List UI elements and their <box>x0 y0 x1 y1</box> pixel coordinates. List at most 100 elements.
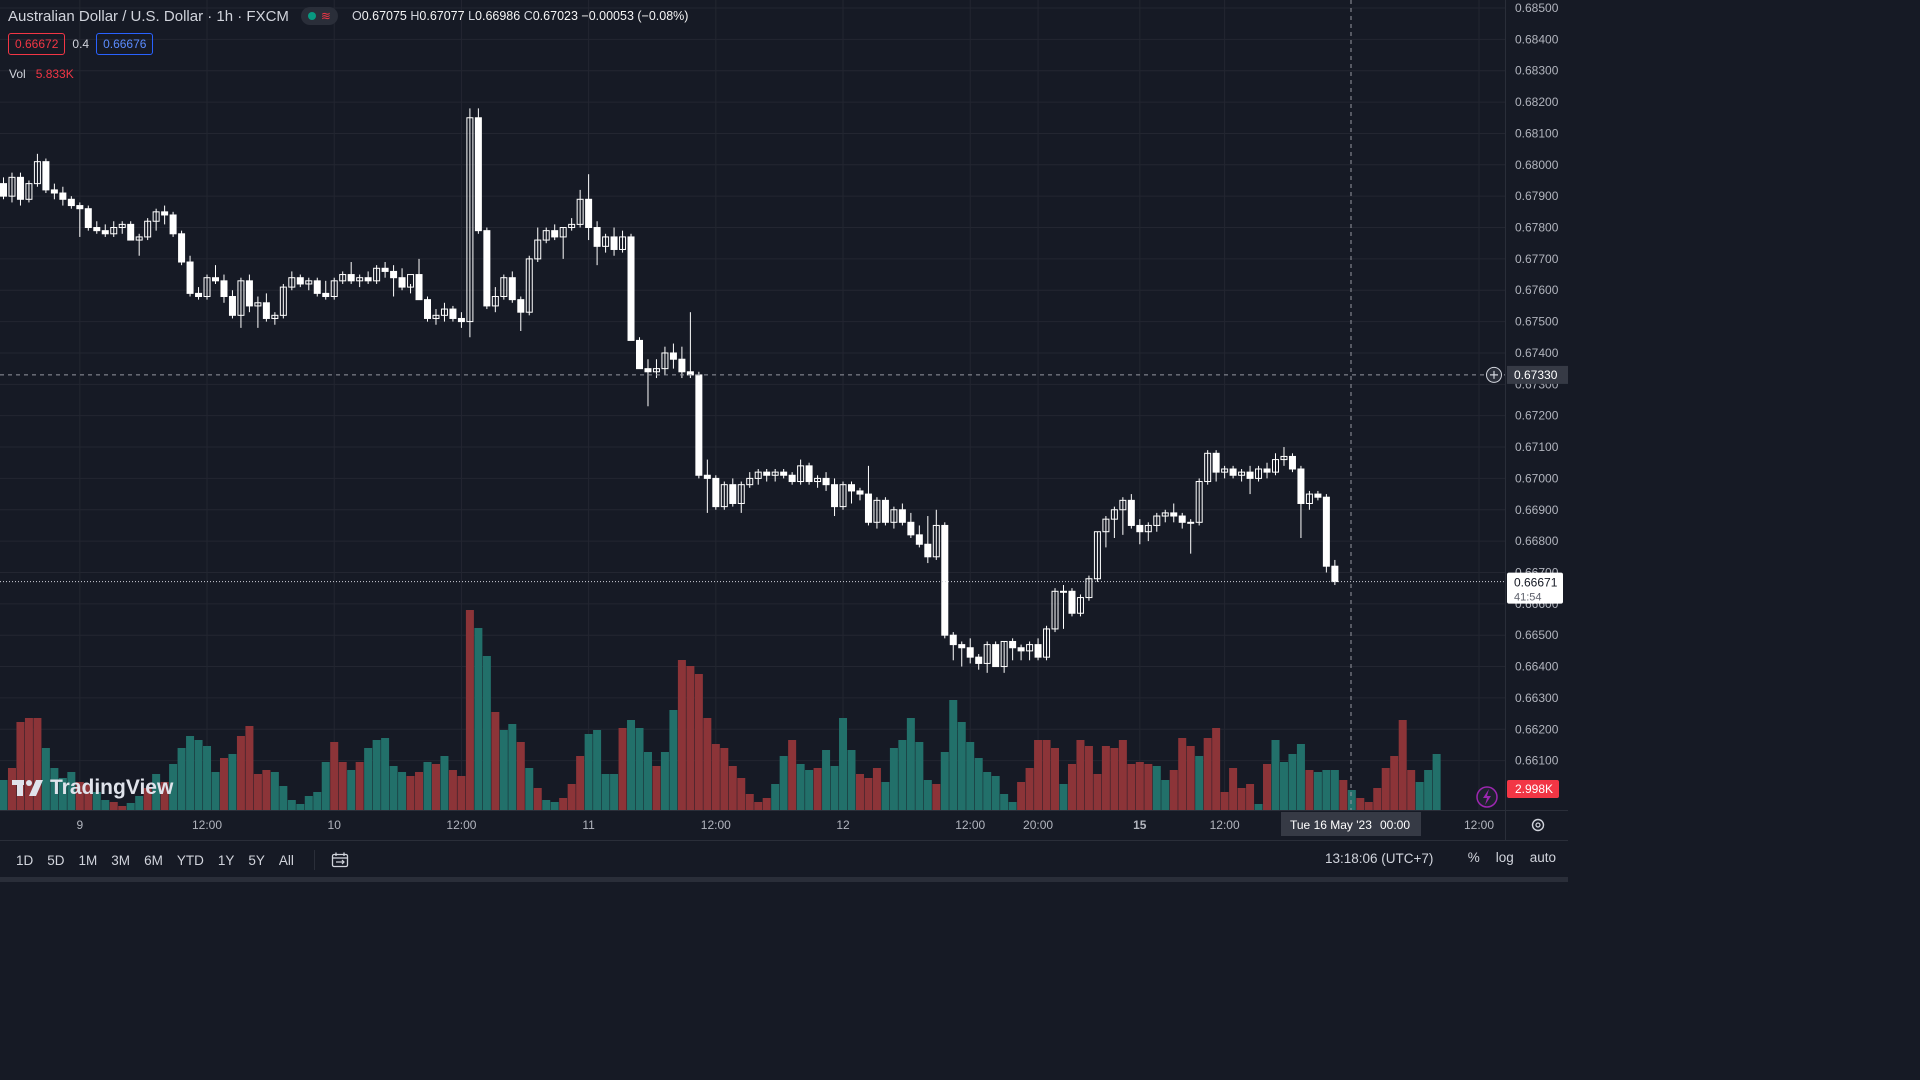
candle <box>1110 506 1118 538</box>
timeframe-1d[interactable]: 1D <box>16 852 34 868</box>
candle <box>1060 585 1067 629</box>
volume-bar <box>1246 784 1255 810</box>
volume-bar <box>898 740 907 810</box>
crosshair-price-bg <box>1507 365 1568 384</box>
candle <box>50 183 58 200</box>
volume-bar <box>1398 720 1407 810</box>
candle-body-down <box>585 198 593 229</box>
candle-body-up <box>1255 468 1263 479</box>
symbol-title[interactable]: Australian Dollar / U.S. Dollar · 1h · F… <box>8 7 289 25</box>
price-chart[interactable]: 0.68500 0.68400 0.68300 0.68200 0.68100 0.680… <box>0 0 1568 840</box>
candle-body-up <box>839 484 847 508</box>
volume-bar <box>1169 770 1178 810</box>
volume-legend[interactable]: Vol 5.833K <box>9 67 74 81</box>
candle-body-up <box>152 211 160 222</box>
candle-body-down <box>1009 640 1017 649</box>
volume-bar <box>1093 774 1102 810</box>
time-tick-label: 20:00 <box>1023 818 1053 832</box>
candle-body-down <box>1212 452 1220 473</box>
crosshair-price-text: 0.67330 <box>1514 368 1558 382</box>
candle-body-down <box>424 299 431 319</box>
candle-body-down <box>958 644 966 649</box>
volume-bar <box>940 752 949 810</box>
candle <box>746 472 754 488</box>
candle-body-up <box>814 477 822 483</box>
candle-body-up <box>525 258 533 313</box>
candle-body-down <box>1288 455 1296 470</box>
sell-price-button[interactable]: 0.66672 <box>8 33 66 55</box>
volume-bar <box>84 784 93 810</box>
time-axis[interactable]: 9 12:00 10 12:00 11 12:00 12 12:00 20:00 15 12:00 1… <box>76 818 1494 832</box>
add-alert-plus-icon[interactable] <box>1486 366 1502 383</box>
candle <box>593 221 601 266</box>
candle <box>356 274 364 288</box>
volume-bar <box>1381 768 1390 810</box>
market-status-pill[interactable]: ≋ <box>300 7 338 25</box>
candle <box>1204 450 1212 485</box>
date-range-icon[interactable] <box>331 852 349 868</box>
auto-scale-toggle[interactable]: auto <box>1529 850 1556 865</box>
tradingview-logo[interactable]: TradingView <box>12 776 173 800</box>
candle-body-down <box>212 277 219 282</box>
candle <box>135 233 143 256</box>
log-scale-toggle[interactable]: log <box>1495 850 1514 865</box>
candle-body-down <box>898 509 906 523</box>
candle-body-down <box>966 647 974 658</box>
candle <box>186 255 194 297</box>
candle-body-down <box>695 374 703 476</box>
volume-bar <box>855 774 864 810</box>
candle-body-down <box>881 499 889 523</box>
volume-bar <box>296 804 305 810</box>
candle-body-up <box>1000 640 1008 668</box>
buy-price-button[interactable]: 0.66676 <box>96 33 154 55</box>
clock-timezone[interactable]: 13:18:06 (UTC+7) <box>1325 851 1434 866</box>
candle <box>1144 522 1152 542</box>
candle-body-up <box>1187 521 1195 524</box>
candle-body-down <box>1178 515 1186 523</box>
price-tick-label: 0.67400 <box>1515 346 1559 360</box>
price-tick-label: 0.67900 <box>1515 189 1559 203</box>
volume-bar <box>533 788 542 810</box>
candle <box>636 337 643 370</box>
volume-bar <box>720 748 729 810</box>
candle-body-down <box>703 474 711 479</box>
volume-bar <box>906 718 915 810</box>
scale-options: % log auto <box>1468 850 1556 865</box>
percent-scale-toggle[interactable]: % <box>1467 850 1480 865</box>
timeframe-all[interactable]: All <box>278 852 294 868</box>
gear-icon[interactable] <box>1531 818 1545 832</box>
timeframe-ytd[interactable]: YTD <box>176 852 204 868</box>
candle <box>678 346 686 379</box>
candle-body-down <box>1017 647 1025 652</box>
volume-bar <box>33 718 42 810</box>
timeframe-selector: 1D 5D 1M 3M 6M YTD 1Y 5Y All <box>16 853 294 868</box>
timeframe-5y[interactable]: 5Y <box>248 852 265 868</box>
candle-body-up <box>1280 455 1288 461</box>
candle <box>203 274 211 300</box>
price-tick-label: 0.68300 <box>1515 64 1559 78</box>
timeframe-1m[interactable]: 1M <box>78 852 98 868</box>
timeframe-3m[interactable]: 3M <box>111 852 131 868</box>
ohlc-values: O0.67075 H0.67077 L0.66986 C0.67023 −0.0… <box>352 9 688 23</box>
volume-bar <box>660 752 669 810</box>
volume-bar <box>1051 748 1060 810</box>
price-tick-label: 0.67600 <box>1515 283 1559 297</box>
volume-bar <box>389 766 398 810</box>
lightning-icon[interactable] <box>1476 786 1498 808</box>
volume-value: 5.833K <box>35 67 74 81</box>
timeframe-1y[interactable]: 1Y <box>217 852 235 868</box>
candle-body-down <box>169 214 177 235</box>
candle <box>805 462 813 485</box>
candle-body-down <box>831 484 839 508</box>
timeframe-5d[interactable]: 5D <box>47 852 65 868</box>
candle-body-up <box>932 524 940 558</box>
candle <box>407 274 415 294</box>
candle <box>839 481 847 510</box>
price-axis[interactable]: 0.68500 0.68400 0.68300 0.68200 0.68100 0.680… <box>1515 1 1559 768</box>
candle <box>576 189 584 228</box>
price-tick-label: 0.66500 <box>1515 628 1559 642</box>
volume-bar <box>7 768 16 810</box>
timeframe-6m[interactable]: 6M <box>144 852 163 868</box>
candle-body-up <box>1119 499 1127 511</box>
candle-body-up <box>1076 597 1084 614</box>
